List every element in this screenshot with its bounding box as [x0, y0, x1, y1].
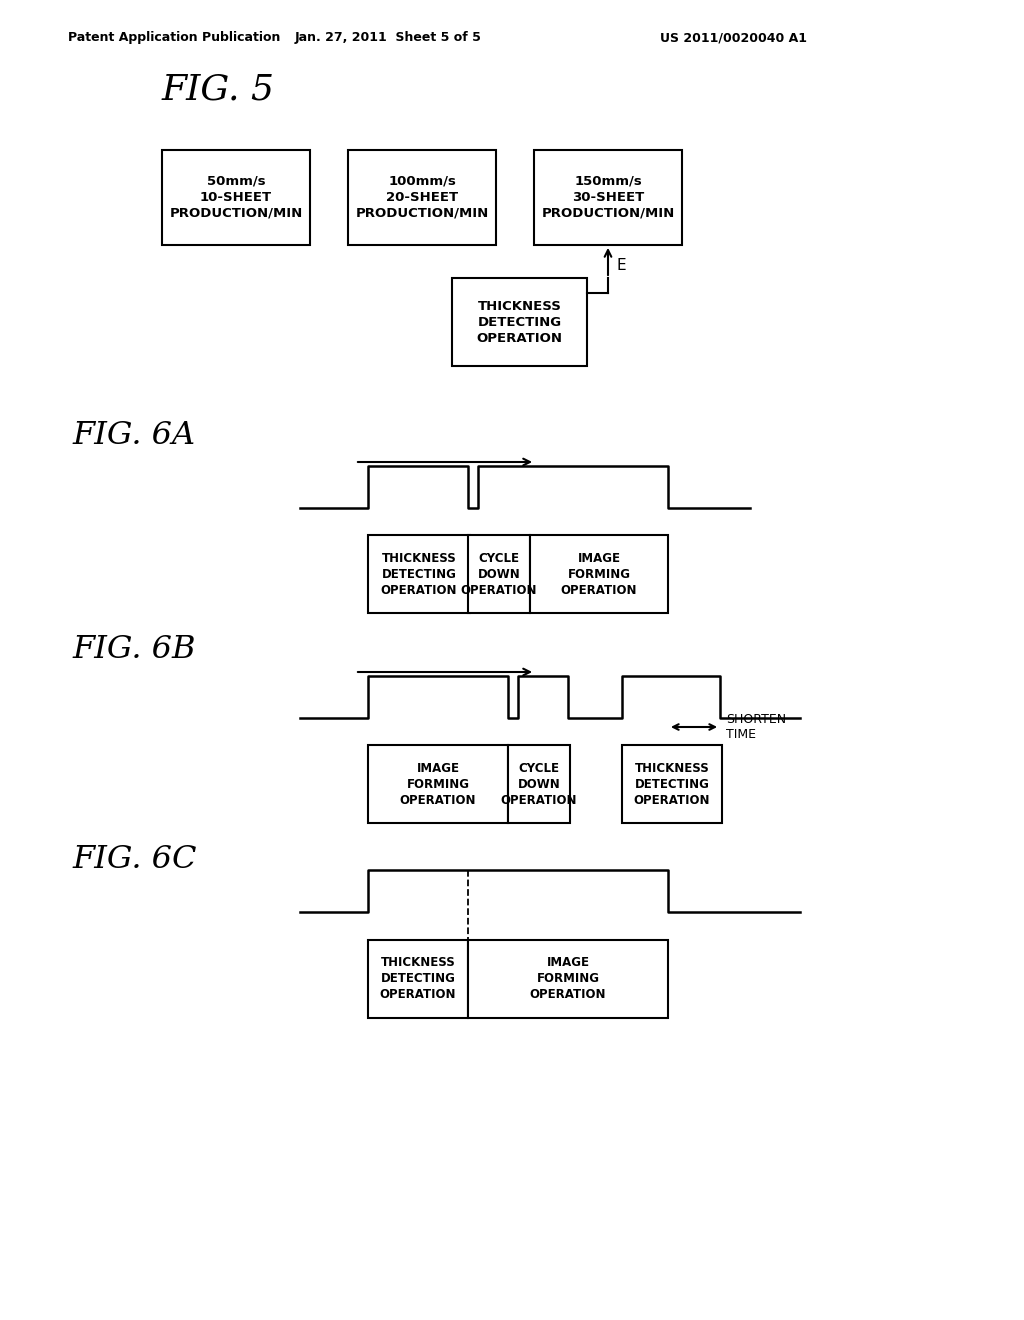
Text: FIG. 6A: FIG. 6A	[72, 420, 196, 450]
Bar	[534, 150, 682, 246]
Bar	[622, 744, 722, 822]
Text: 50mm/s
10-SHEET
PRODUCTION/MIN: 50mm/s 10-SHEET PRODUCTION/MIN	[169, 176, 303, 220]
Text: FIG. 6B: FIG. 6B	[72, 635, 196, 665]
Text: US 2011/0020040 A1: US 2011/0020040 A1	[660, 32, 807, 45]
Text: E: E	[616, 259, 626, 273]
Text: FIG. 6C: FIG. 6C	[72, 845, 197, 875]
Text: CYCLE
DOWN
OPERATION: CYCLE DOWN OPERATION	[501, 762, 578, 807]
Text: THICKNESS
DETECTING
OPERATION: THICKNESS DETECTING OPERATION	[634, 762, 711, 807]
Text: THICKNESS
DETECTING
OPERATION: THICKNESS DETECTING OPERATION	[476, 300, 562, 345]
Bar	[530, 535, 668, 612]
Bar	[468, 535, 530, 612]
Bar	[348, 150, 496, 246]
Text: 100mm/s
20-SHEET
PRODUCTION/MIN: 100mm/s 20-SHEET PRODUCTION/MIN	[355, 176, 488, 220]
Text: IMAGE
FORMING
OPERATION: IMAGE FORMING OPERATION	[399, 762, 476, 807]
Bar	[368, 535, 470, 612]
Text: Patent Application Publication: Patent Application Publication	[68, 32, 281, 45]
Bar	[368, 940, 468, 1018]
Bar	[468, 940, 668, 1018]
Text: SHORTEN
TIME: SHORTEN TIME	[726, 713, 786, 741]
Text: FIG. 5: FIG. 5	[162, 73, 275, 107]
Text: THICKNESS
DETECTING
OPERATION: THICKNESS DETECTING OPERATION	[380, 957, 457, 1002]
Text: IMAGE
FORMING
OPERATION: IMAGE FORMING OPERATION	[561, 552, 637, 597]
Text: CYCLE
DOWN
OPERATION: CYCLE DOWN OPERATION	[461, 552, 538, 597]
Text: IMAGE
FORMING
OPERATION: IMAGE FORMING OPERATION	[529, 957, 606, 1002]
Text: 150mm/s
30-SHEET
PRODUCTION/MIN: 150mm/s 30-SHEET PRODUCTION/MIN	[542, 176, 675, 220]
Bar	[508, 744, 570, 822]
Text: THICKNESS
DETECTING
OPERATION: THICKNESS DETECTING OPERATION	[381, 552, 458, 597]
Bar	[368, 744, 508, 822]
Text: Jan. 27, 2011  Sheet 5 of 5: Jan. 27, 2011 Sheet 5 of 5	[295, 32, 481, 45]
Bar	[162, 150, 310, 246]
Bar	[452, 279, 587, 366]
